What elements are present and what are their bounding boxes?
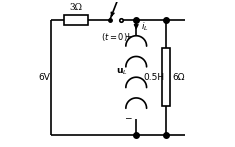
Text: $\mathbf{u}_L$: $\mathbf{u}_L$ [116,66,128,77]
Text: 6V: 6V [38,73,50,82]
Text: +: + [124,32,131,41]
Text: 3Ω: 3Ω [69,3,82,12]
Text: 6Ω: 6Ω [172,73,185,82]
Bar [64,15,88,25]
Text: −: − [124,113,131,122]
Text: $i_L$: $i_L$ [141,21,148,33]
Text: 0.5H: 0.5H [143,73,164,82]
Text: $(t=0)$: $(t=0)$ [101,31,127,43]
Bar [162,48,170,106]
